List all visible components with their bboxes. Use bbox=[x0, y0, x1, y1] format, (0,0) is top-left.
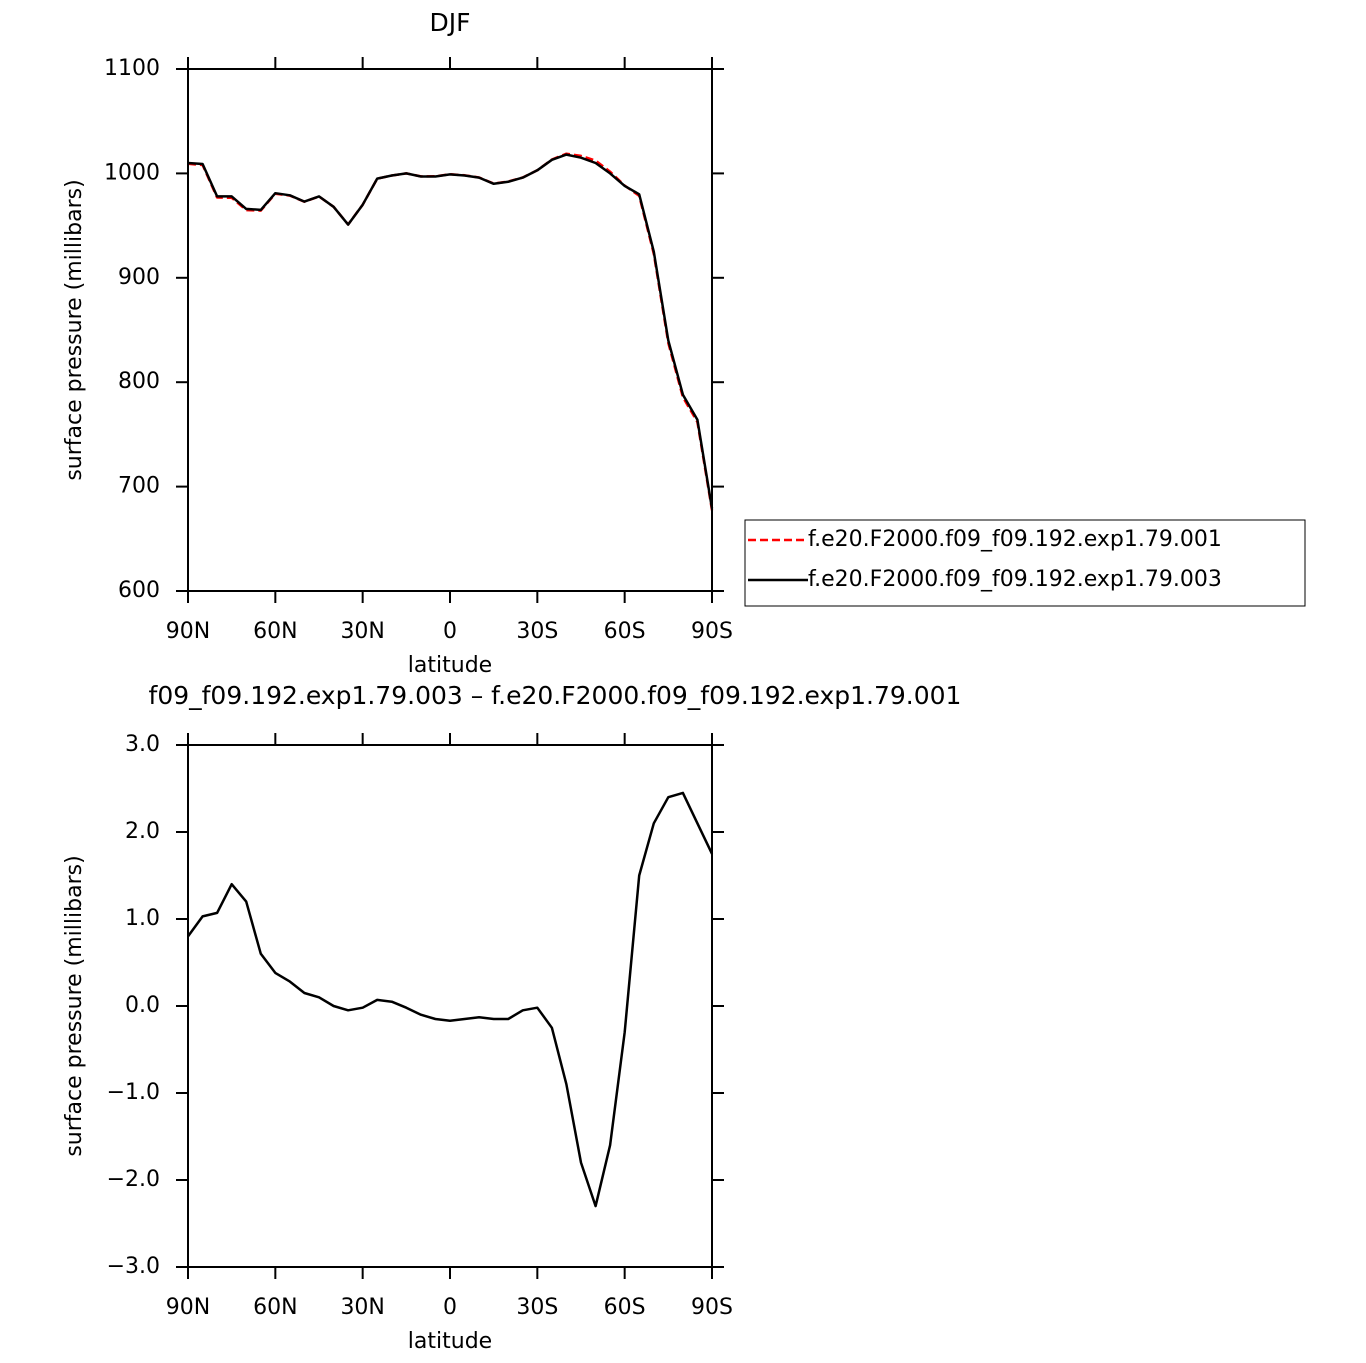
x-tick-label: 90S bbox=[691, 1295, 733, 1320]
line-series bbox=[186, 791, 714, 1208]
x-axis-label: latitude bbox=[408, 653, 492, 678]
x-tick-label: 90S bbox=[691, 619, 733, 644]
y-tick-label: 2.0 bbox=[125, 819, 160, 844]
y-tick-label: 0.0 bbox=[125, 993, 160, 1018]
y-tick-label: 1000 bbox=[104, 160, 160, 185]
y-axis-label: surface pressure (millibars) bbox=[62, 179, 87, 480]
x-tick-label: 60N bbox=[253, 1295, 297, 1320]
y-tick-label: 800 bbox=[118, 369, 160, 394]
x-tick-label: 30S bbox=[516, 1295, 558, 1320]
y-tick-label: 700 bbox=[118, 474, 160, 499]
y-tick-label: −2.0 bbox=[107, 1167, 160, 1192]
x-tick-label: 30N bbox=[340, 619, 384, 644]
y-tick-label: 3.0 bbox=[125, 732, 160, 757]
chart-title: f09_f09.192.exp1.79.003 – f.e20.F2000.f0… bbox=[149, 681, 962, 710]
x-tick-label: 30N bbox=[340, 1295, 384, 1320]
plot-frame bbox=[187, 744, 713, 1268]
x-axis-label: latitude bbox=[408, 1329, 492, 1354]
chart-title: DJF bbox=[429, 8, 470, 37]
y-tick-label: 600 bbox=[118, 578, 160, 603]
x-tick-label: 60N bbox=[253, 619, 297, 644]
x-tick-label: 0 bbox=[443, 619, 457, 644]
y-tick-label: −3.0 bbox=[107, 1254, 160, 1279]
x-tick-label: 60S bbox=[604, 1295, 646, 1320]
x-tick-label: 90N bbox=[166, 1295, 210, 1320]
x-tick-label: 60S bbox=[604, 619, 646, 644]
y-tick-label: −1.0 bbox=[107, 1080, 160, 1105]
legend-label: f.e20.F2000.f09_f09.192.exp1.79.003 bbox=[808, 567, 1222, 592]
line-series bbox=[187, 152, 714, 511]
x-tick-label: 90N bbox=[166, 619, 210, 644]
legend-box bbox=[744, 519, 1306, 607]
y-axis-label: surface pressure (millibars) bbox=[62, 855, 87, 1156]
y-tick-label: 900 bbox=[118, 265, 160, 290]
legend-label: f.e20.F2000.f09_f09.192.exp1.79.001 bbox=[808, 527, 1222, 552]
line-series bbox=[187, 153, 714, 509]
y-tick-label: 1100 bbox=[104, 56, 160, 81]
x-tick-label: 30S bbox=[516, 619, 558, 644]
x-tick-label: 0 bbox=[443, 1295, 457, 1320]
plot-frame bbox=[187, 68, 713, 592]
y-tick-label: 1.0 bbox=[125, 906, 160, 931]
